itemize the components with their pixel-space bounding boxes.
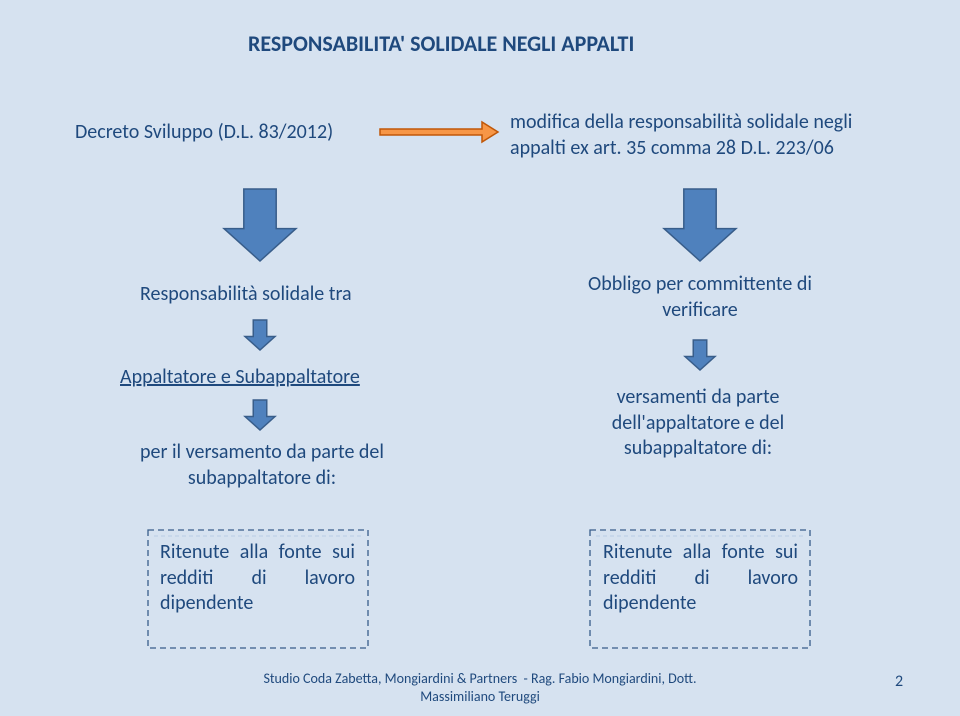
arrow-orange-right — [380, 122, 498, 142]
left_rit: Ritenute alla fonte sui redditi di lavor… — [160, 540, 355, 617]
big-down-arrow-1 — [664, 189, 736, 261]
small-down-arrow-2 — [685, 340, 715, 370]
right_rit: Ritenute alla fonte sui redditi di lavor… — [603, 540, 798, 617]
title: RESPONSABILITA' SOLIDALE NEGLI APPALTI — [248, 30, 718, 58]
slide-stage: RESPONSABILITA' SOLIDALE NEGLI APPALTI De… — [0, 0, 960, 716]
left_app: Appaltatore e Subappaltatore — [120, 365, 420, 391]
svg-layer — [0, 0, 960, 716]
big-down-arrow-0 — [224, 189, 296, 261]
right_vers: versamenti da parte dell'appaltatore e d… — [573, 385, 823, 462]
decree: Decreto Sviluppo (D.L. 83/2012) — [75, 120, 395, 146]
modifies: modifica della responsabilità solidale n… — [510, 110, 900, 161]
small-down-arrow-1 — [245, 400, 275, 430]
right_obbligo: Obbligo per committente di verificare — [555, 272, 845, 323]
footer1: Studio Coda Zabetta, Mongiardini & Partn… — [230, 670, 730, 706]
left_resp: Responsabilità solidale tra — [140, 282, 420, 308]
small-down-arrow-0 — [245, 320, 275, 350]
left_vers: per il versamento da parte del subappalt… — [112, 440, 412, 491]
page_number: 2 — [895, 672, 925, 692]
